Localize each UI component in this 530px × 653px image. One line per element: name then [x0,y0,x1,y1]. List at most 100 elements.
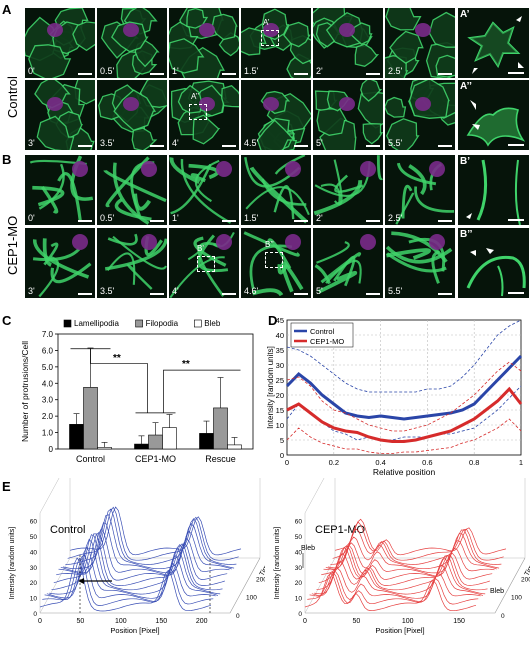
time-trace [309,570,481,602]
cell-membrane [334,174,364,193]
y-tick-label: 1.0 [42,429,54,438]
legend-label: Lamellipodia [74,319,119,328]
cell-membrane [261,178,307,206]
legend-box [290,322,354,348]
t-tick-label: 100 [246,595,257,602]
scale-bar [438,73,452,75]
micrograph-tile: 1.5' [241,155,311,225]
cell-membrane [188,163,220,180]
cell-membrane [243,231,300,257]
y-tick-label: 0 [280,451,284,460]
cell-membrane [57,172,82,221]
chart-e-cep1: 05010015001020304050600100200300Position… [274,478,530,635]
time-label: 4.5' [244,138,259,148]
micrograph-tile: 2.5' [385,8,455,78]
micrograph-image [29,155,94,221]
y-tick-label: 40 [295,549,303,556]
inset-b-dprime-image [466,248,526,297]
nucleus-blob [72,161,88,177]
x-tick-label: 0.6 [422,458,432,467]
time-label: 5' [316,286,323,296]
micrograph-image [385,231,453,284]
nucleus-blob [415,23,431,37]
cell-membrane [376,155,383,181]
time-label: 0.5' [100,213,115,223]
chart-title: Control [50,524,85,536]
time-trace [334,518,507,556]
micrograph-image [169,231,235,298]
scale-bar [150,220,164,222]
micrograph-image [385,8,455,78]
cell-membrane [180,158,232,224]
back-plane [70,478,261,559]
cell-membrane [273,185,295,220]
row-label-control: Control [5,76,20,118]
micrograph-tile: 0.5' [97,155,167,225]
micrograph-tile: 5.5' [385,228,455,298]
significance-bracket [70,348,148,413]
panel-letter-e: E [2,479,11,494]
y-tick-label: 35 [276,346,284,355]
panel-letter-d: D [268,313,278,328]
y-tick-label: 30 [295,565,303,572]
legend-label: CEP1-MO [310,337,344,346]
scale-bar [438,293,452,295]
x-tick-label: 50 [77,618,85,625]
cell-outline [177,84,203,114]
cell-membrane [197,242,225,297]
x-tick-label: 0 [38,618,42,625]
cell-membrane [42,238,53,267]
x-tick-label: 0.8 [469,458,479,467]
y-tick-label: 15 [276,406,284,415]
micrograph-image [103,156,167,225]
x-axis-label: Relative position [373,467,436,477]
cell-membrane [112,162,150,225]
bar [199,433,214,450]
chart-e-control: 05010015020001020304050600100200300Posit… [9,478,265,635]
cell-outline [256,119,296,150]
y-axis-label: Intensity [random units] [274,527,281,599]
plot-frame [286,319,522,456]
row-label-cep1: CEP1-MO [5,215,20,275]
y-axis-label: Intensity [random units] [266,346,275,429]
micrograph-tile: 3.5' [97,80,167,150]
cell-membrane [249,244,293,290]
time-trace [63,514,235,570]
inset-region-label: A’’ [191,92,200,101]
back-plane [39,478,71,614]
inset-b-prime: B’ [458,155,529,225]
y-tick-label: 0 [33,611,37,618]
cell-membrane [252,288,284,297]
bar [97,447,112,450]
cell-membrane [170,163,212,215]
chart-c: 0 1.0 2.0 3.0 4.0 5.0 6.0 7.0 Number of protrusi… [20,319,254,464]
y-tick-label: 20 [30,580,38,587]
time-label: 2.5' [388,66,403,76]
time-trace [328,533,500,570]
cell-outline [131,127,158,150]
floor-plane [305,557,526,614]
x-tick-label: 150 [453,618,465,625]
time-trace [307,571,479,605]
micrograph-image [170,80,239,145]
floor-plane [40,557,261,614]
nucleus-blob [285,234,301,250]
micrograph-tile: 5' [313,80,383,150]
time-trace [332,521,504,561]
micrograph-image [314,234,376,294]
legend-label: Filopodia [146,319,179,328]
micrograph-image [169,157,232,224]
micrograph-tile: 1.5' A’ [241,8,311,78]
micrograph-tile: 2.5' [385,155,455,225]
cell-membrane [249,166,308,224]
micrograph-tile: 0.5' [97,8,167,78]
cell-membrane [320,183,341,204]
x-tick-label: 150 [155,618,167,625]
series-band-upper [286,361,522,432]
cell-membrane [194,159,220,203]
bleb-annotation: Bleb [490,588,504,595]
x-axis-label: Position [Pixel] [375,626,424,635]
time-label: 2' [316,213,323,223]
scale-bar [438,220,452,222]
micrograph-tile: 2' [313,155,383,225]
